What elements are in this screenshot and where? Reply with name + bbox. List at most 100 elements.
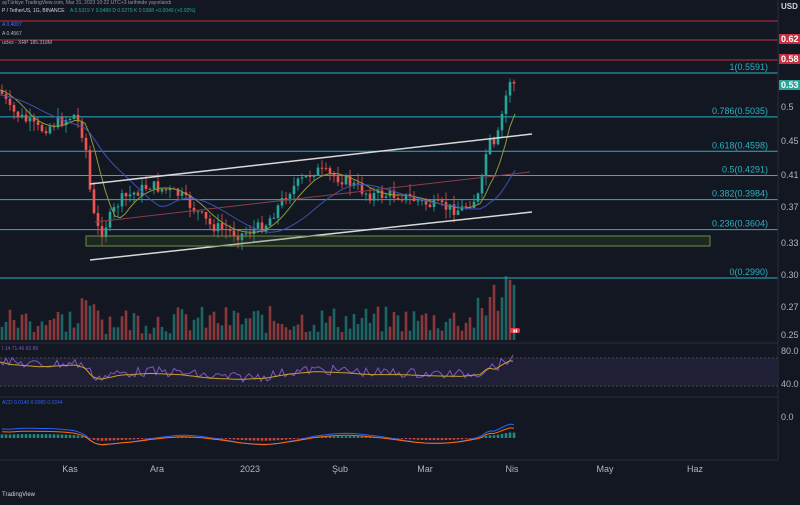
volume-indicator-label[interactable]: ucles - XRP 185.318M [2, 40, 52, 46]
candlesticks [0, 78, 516, 250]
volume-bar [8, 309, 12, 340]
macd-histogram-bar [12, 434, 16, 438]
volume-bar [432, 315, 436, 340]
rsi-label[interactable]: I 14 71.46 62.89 [2, 346, 39, 352]
symbol-info[interactable]: P / TetherUS, 1G, BINANCE A 0.5319 Y 0.5… [2, 8, 196, 14]
volume-bar [324, 322, 328, 340]
macd-histogram-bar [4, 434, 8, 438]
candle-body [220, 223, 224, 229]
candle-body [352, 182, 356, 186]
candle-body [40, 124, 44, 132]
support-zone[interactable] [85, 235, 711, 247]
volume-bar [408, 330, 412, 340]
volume-bar [80, 298, 84, 340]
macd-histogram-bar [328, 436, 332, 438]
macd-histogram-bar [396, 438, 400, 439]
macd-label[interactable]: ACD 0.0140 0.0085 0.0244 [2, 400, 63, 406]
macd-histogram-bar [36, 434, 40, 438]
volume-bar [496, 310, 500, 340]
ma-line-short [0, 89, 516, 233]
macd-histogram-bar [368, 436, 372, 438]
candle-body [296, 178, 300, 186]
ohlc-values: A 0.5319 Y 0.5489 D 0.5279 K 0.5368 +0.0… [70, 8, 196, 14]
volume-bar [388, 326, 392, 340]
candle-body [36, 121, 40, 125]
candle-body [284, 197, 288, 201]
candle-body [252, 228, 256, 235]
candle-body [104, 227, 108, 238]
candle-body [200, 211, 204, 213]
volume-bar [36, 326, 40, 340]
volume-bar [296, 324, 300, 340]
candle-body [376, 190, 380, 194]
candle-body [432, 199, 436, 207]
candle-body [256, 222, 260, 229]
macd-histogram-bar [404, 438, 408, 440]
volume-bar [340, 332, 344, 340]
volume-bar [56, 311, 60, 340]
candle-body [280, 197, 284, 206]
volume-bar [104, 333, 108, 340]
candle-body [148, 188, 152, 190]
volume-bar [288, 329, 292, 340]
candle-body [168, 188, 172, 191]
volume-bar [212, 311, 216, 340]
macd-histogram-bar [140, 438, 144, 439]
ma-indicator-1[interactable]: A 0.4007 [2, 22, 22, 28]
macd-histogram-bar [176, 436, 180, 438]
macd-histogram-bar [488, 435, 492, 438]
candle-body [208, 218, 212, 225]
volume-bar [256, 310, 260, 340]
volume-bar [328, 316, 332, 340]
volume-bar [236, 312, 240, 340]
ma-line-long [0, 94, 516, 233]
volume-bar [504, 276, 508, 340]
macd-histogram-bar [456, 438, 460, 440]
volume-bar [44, 325, 48, 340]
candle-body [60, 117, 64, 126]
channel-upper-line[interactable] [89, 133, 533, 185]
candle-body [272, 217, 276, 219]
candle-body [196, 211, 200, 213]
volume-bar [108, 316, 112, 340]
candle-body [192, 207, 196, 212]
candle-body [456, 210, 460, 215]
macd-histogram-bar [260, 438, 264, 441]
volume-bar [344, 316, 348, 340]
time-axis-label: Mar [417, 464, 433, 474]
volume-bar [492, 284, 496, 340]
macd-histogram-bar [284, 438, 288, 440]
fib-label: 1(0.5591) [729, 62, 768, 72]
macd-histogram-bar [248, 438, 252, 441]
volume-bar [424, 313, 428, 340]
macd-histogram-bar [288, 438, 292, 440]
volume-bar [500, 297, 504, 340]
price-tag-current: 0.53 [779, 80, 800, 90]
trend-channel[interactable] [85, 133, 711, 261]
candle-body [392, 190, 396, 199]
volume-bar [200, 306, 204, 340]
macd-histogram-bar [400, 438, 404, 439]
candle-body [156, 181, 160, 192]
candle-body [12, 104, 16, 112]
candle-body [324, 167, 328, 169]
volume-bar [148, 333, 152, 340]
volume-bar [404, 311, 408, 340]
candle-body [32, 117, 36, 122]
ma-indicator-2[interactable]: A 0.4567 [2, 31, 22, 37]
volume-bar [28, 321, 32, 340]
volume-bar [380, 331, 384, 340]
candle-body [216, 223, 220, 232]
macd-histogram-bar [120, 438, 124, 440]
tradingview-brand: TradingView [2, 492, 36, 498]
volume-bar [20, 314, 24, 340]
candle-body [300, 177, 304, 179]
candle-body [64, 120, 68, 126]
volume-bar [448, 318, 452, 340]
candle-body [396, 198, 400, 200]
volume-bar [208, 315, 212, 340]
volume-bar [124, 310, 128, 340]
volume-bar [480, 308, 484, 340]
